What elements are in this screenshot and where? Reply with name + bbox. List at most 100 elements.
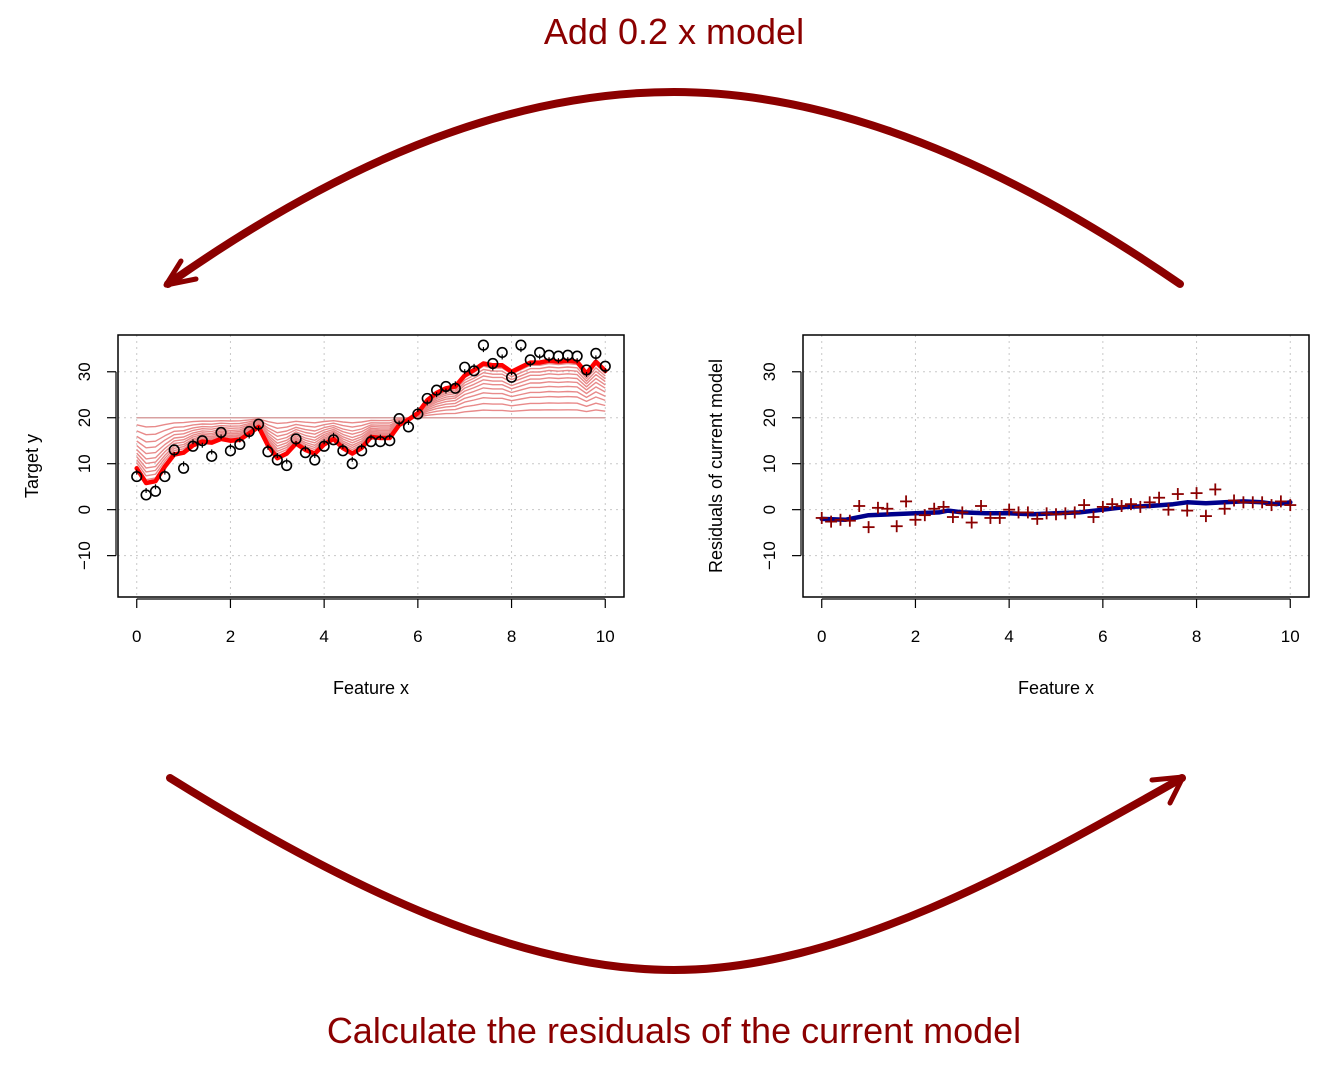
left-plot-point (262, 444, 274, 458)
right-plot-point (937, 500, 950, 513)
right-plot-point (1087, 511, 1100, 524)
left-plot-point (318, 439, 330, 452)
right-plot-point (900, 495, 913, 508)
left-plot-point (290, 433, 302, 446)
right-plot-point (1096, 500, 1109, 513)
left-plot-points (131, 339, 611, 501)
left-plot-point (356, 443, 368, 457)
left-plot-point (346, 456, 358, 470)
right-plot-point (1284, 499, 1297, 512)
left-plot-y-tick-label: 20 (75, 408, 94, 427)
left-plot-x-tick-label: 10 (596, 627, 615, 646)
right-plot-point (918, 509, 931, 522)
right-plot-point (1040, 507, 1053, 520)
left-plot-point (496, 346, 508, 360)
right-plot-point (843, 514, 856, 527)
left-plot-point (421, 392, 433, 406)
left-plot-point (309, 453, 321, 466)
right-plot-point (975, 499, 988, 512)
left-plot-point (599, 360, 611, 374)
right-plot-frame (802, 334, 1310, 598)
right-plot-point (1078, 499, 1091, 512)
left-plot-point (131, 469, 143, 483)
right-plot-point (1199, 510, 1212, 523)
left-plot-point (140, 487, 152, 501)
left-plot-x-tick-label: 8 (507, 627, 516, 646)
right-plot-point (909, 513, 922, 526)
right-plot-point (815, 511, 828, 524)
left-plot-point (243, 425, 255, 439)
right-plot-point (1153, 491, 1166, 504)
left-plot-point (393, 413, 405, 426)
left-plot-point (487, 357, 499, 371)
right-plot-point (1068, 506, 1081, 519)
right-plot-point (956, 506, 969, 519)
left-plot-iteration-fit-line (136, 395, 606, 443)
left-plot-point (459, 361, 471, 375)
left-plot-point (177, 461, 190, 474)
right-plot-xlabel: Feature x (1018, 678, 1094, 698)
right-plot-point (1218, 502, 1231, 515)
left-plot-point (224, 443, 237, 457)
right-plot-grid (803, 335, 1309, 597)
right-plot-x-tick-label: 4 (1004, 627, 1013, 646)
left-plot-xlabel: Feature x (333, 678, 409, 698)
left-plot-x-tick-label: 0 (132, 627, 141, 646)
right-plot-panel: 0 2 4 6 8 10 −10 0 10 20 30 Feature x Residuals of… (706, 334, 1310, 698)
left-plot-point (402, 419, 415, 433)
left-plot-point (327, 432, 340, 446)
left-plot-iteration-fit-line (136, 390, 606, 449)
left-plot-point (384, 433, 396, 447)
right-plot-point (1181, 504, 1194, 517)
right-plot-point (1031, 512, 1044, 525)
right-plot-point (1050, 508, 1062, 521)
right-plot-y-tick-label: 30 (760, 362, 779, 381)
right-plot-point (928, 502, 941, 515)
right-plot-point (862, 521, 875, 534)
left-plot-point (168, 444, 180, 457)
right-plot-point (1143, 496, 1156, 509)
left-plot-point (412, 407, 424, 420)
left-plot-point (580, 364, 593, 377)
right-plot-x-tick-label: 2 (911, 627, 920, 646)
top-arrowhead-icon (163, 258, 199, 288)
left-plot-point (337, 443, 349, 457)
right-plot-point (1106, 498, 1119, 511)
left-plot-point (571, 350, 583, 364)
left-plot-point (159, 469, 171, 483)
right-plot-point (965, 516, 978, 529)
bottom-arrowhead-icon (1149, 774, 1186, 806)
left-plot-point (515, 339, 527, 353)
left-plot-iteration-fit-line (136, 377, 606, 465)
left-plot-point (430, 384, 443, 398)
right-plot-point (1256, 496, 1269, 509)
right-plot-point (825, 515, 838, 528)
left-plot-y-tick-label: 0 (75, 505, 94, 514)
right-plot-point (1162, 503, 1175, 516)
right-plot-x-tick-label: 8 (1192, 627, 1201, 646)
right-plot-point (993, 511, 1006, 524)
left-plot-point (149, 484, 162, 497)
left-plot-point (534, 346, 546, 360)
left-plot-y-tick-label: −10 (75, 541, 94, 570)
left-plot-point (215, 426, 227, 440)
right-plot-point (1059, 507, 1072, 520)
right-plot-point (871, 501, 884, 514)
left-plot-point (271, 453, 283, 466)
right-plot-point (890, 520, 903, 533)
right-plot-y-tick-label: 10 (760, 454, 779, 473)
right-plot-point (1228, 494, 1241, 507)
left-plot-point (477, 339, 490, 353)
bottom-caption: Calculate the residuals of the current m… (327, 1010, 1021, 1051)
top-arrow (163, 87, 1184, 288)
left-plot-y-tick-label: 10 (75, 454, 94, 473)
left-plot-point (234, 437, 246, 450)
right-plot-x-tick-label: 10 (1281, 627, 1300, 646)
right-plot-point (881, 502, 894, 515)
left-plot-iteration-fit-line (136, 369, 606, 473)
left-plot-y-tick-label: 30 (75, 362, 94, 381)
right-plot-y-tick-label: 0 (760, 505, 779, 514)
right-plot-point (1021, 506, 1034, 519)
right-plot-point (1003, 503, 1016, 516)
left-plot-point (252, 418, 265, 432)
